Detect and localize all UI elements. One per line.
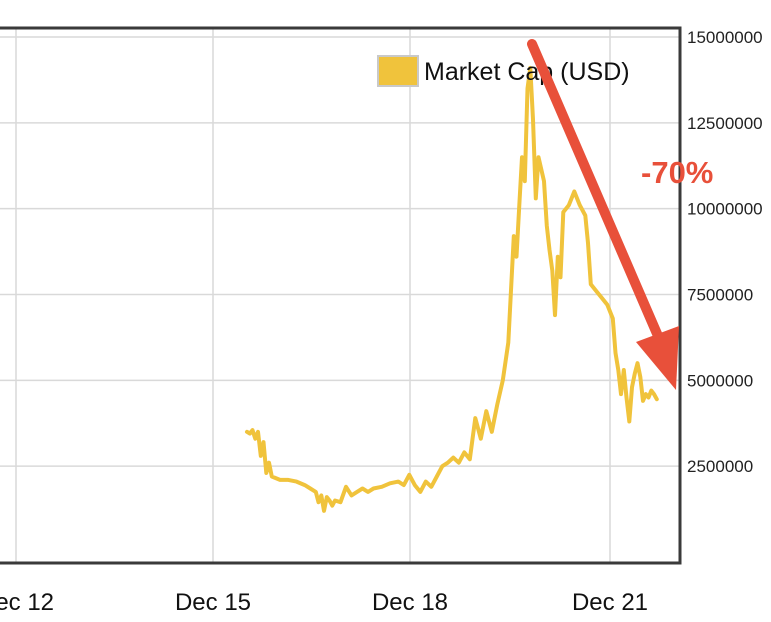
x-axis-ticks: Dec 12 Dec 15 Dec 18 Dec 21 (0, 589, 648, 616)
y-tick-label: 10000000 (687, 200, 763, 219)
y-axis-ticks: 2500000 5000000 7500000 10000000 12500000 150… (687, 28, 763, 476)
y-tick-label: 2500000 (687, 457, 753, 476)
y-tick-label: 7500000 (687, 286, 753, 305)
series-line-market-cap (245, 65, 659, 513)
series-line-group (245, 65, 659, 513)
x-tick-label: Dec 12 (0, 589, 54, 616)
x-tick-label: Dec 15 (175, 589, 251, 616)
grid-lines (0, 28, 680, 563)
x-tick-label: Dec 18 (372, 589, 448, 616)
y-tick-label: 15000000 (687, 28, 763, 47)
y-tick-label: 5000000 (687, 371, 753, 390)
legend-swatch (377, 55, 419, 87)
x-tick-label: Dec 21 (572, 589, 648, 616)
decline-arrow (527, 39, 679, 390)
plot-frame (0, 26, 682, 565)
y-tick-label: 12500000 (687, 114, 763, 133)
decline-annotation: -70% (641, 155, 713, 190)
legend-label: Market Cap (USD) (424, 58, 630, 86)
legend: Market Cap (USD) (377, 55, 630, 87)
